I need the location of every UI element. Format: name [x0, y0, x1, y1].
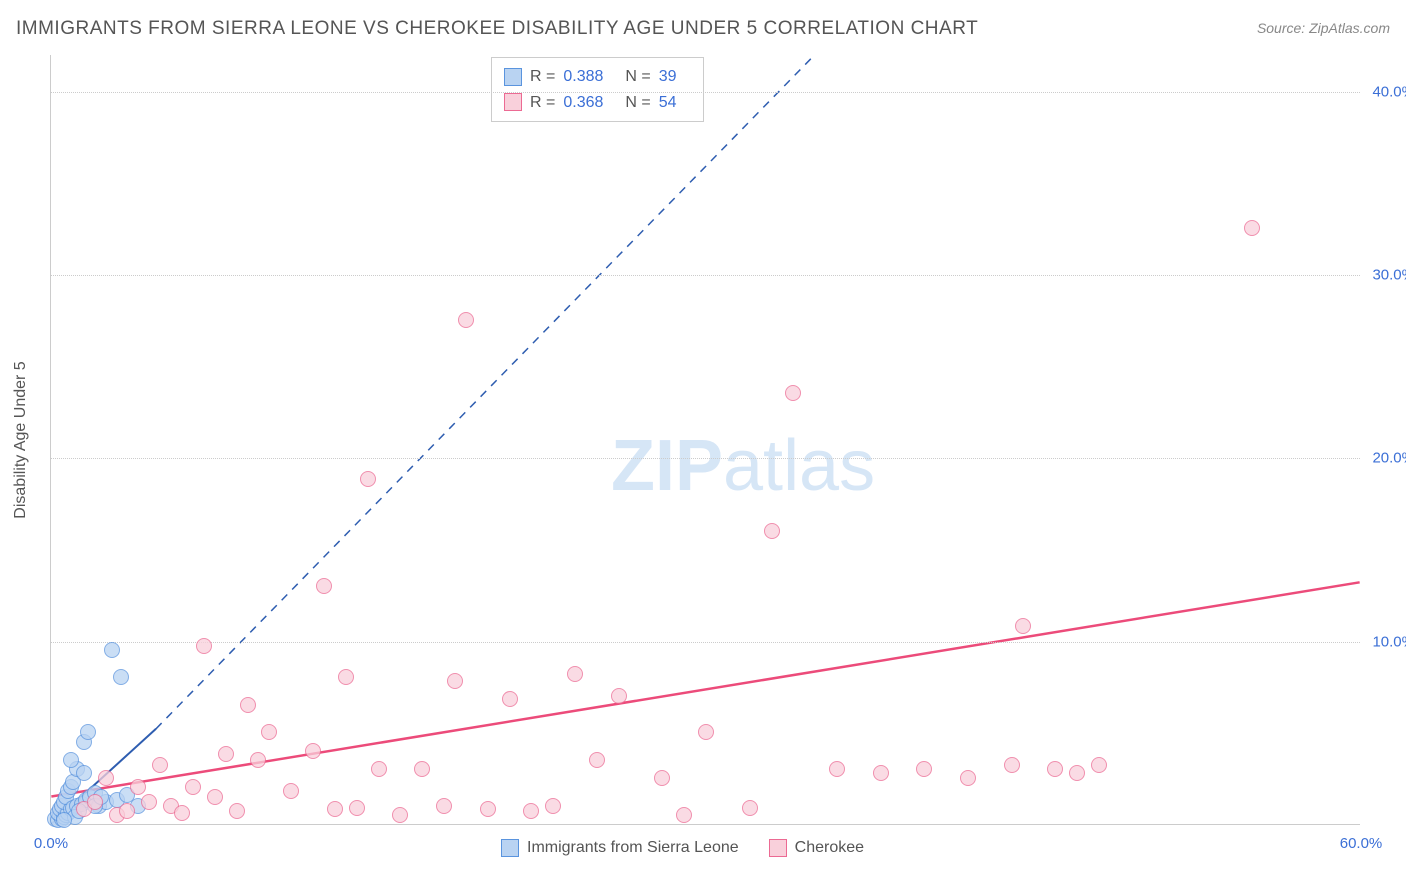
- scatter-point: [371, 761, 387, 777]
- scatter-point: [305, 743, 321, 759]
- watermark-thin: atlas: [723, 426, 875, 506]
- scatter-point: [174, 805, 190, 821]
- trend-line-dashed: [156, 55, 815, 729]
- scatter-point: [764, 523, 780, 539]
- legend-n-value: 54: [659, 90, 677, 116]
- scatter-point: [873, 765, 889, 781]
- scatter-point: [104, 642, 120, 658]
- y-tick-label: 40.0%: [1365, 83, 1406, 100]
- scatter-point: [229, 803, 245, 819]
- scatter-point: [185, 779, 201, 795]
- gridline-h: [51, 275, 1360, 276]
- x-tick-label: 0.0%: [34, 835, 68, 852]
- scatter-point: [1004, 757, 1020, 773]
- scatter-point: [316, 578, 332, 594]
- scatter-point: [250, 752, 266, 768]
- trend-line: [51, 582, 1359, 796]
- scatter-point: [113, 669, 129, 685]
- watermark: ZIPatlas: [611, 425, 875, 507]
- legend-stats-row: R = 0.368 N = 54: [504, 90, 691, 116]
- legend-swatch: [504, 68, 522, 86]
- scatter-point: [654, 770, 670, 786]
- legend-item: Cherokee: [769, 839, 864, 857]
- scatter-point: [458, 312, 474, 328]
- scatter-point: [360, 471, 376, 487]
- scatter-point: [1091, 757, 1107, 773]
- scatter-point: [436, 798, 452, 814]
- scatter-point: [545, 798, 561, 814]
- legend-swatch: [769, 839, 787, 857]
- watermark-bold: ZIP: [611, 426, 723, 506]
- scatter-point: [785, 385, 801, 401]
- legend-swatch: [501, 839, 519, 857]
- scatter-point: [76, 765, 92, 781]
- gridline-h: [51, 458, 1360, 459]
- gridline-h: [51, 92, 1360, 93]
- scatter-point: [283, 783, 299, 799]
- scatter-point: [338, 669, 354, 685]
- scatter-point: [152, 757, 168, 773]
- scatter-point: [480, 801, 496, 817]
- scatter-point: [1047, 761, 1063, 777]
- scatter-point: [447, 673, 463, 689]
- legend-r-label: R =: [530, 90, 555, 116]
- scatter-point: [207, 789, 223, 805]
- scatter-point: [98, 770, 114, 786]
- scatter-point: [611, 688, 627, 704]
- scatter-point: [56, 812, 72, 828]
- x-tick-label: 60.0%: [1340, 835, 1383, 852]
- scatter-point: [261, 724, 277, 740]
- scatter-point: [87, 794, 103, 810]
- legend-swatch: [504, 93, 522, 111]
- scatter-point: [523, 803, 539, 819]
- scatter-point: [1069, 765, 1085, 781]
- scatter-point: [80, 724, 96, 740]
- legend-label: Immigrants from Sierra Leone: [527, 839, 739, 857]
- scatter-point: [502, 691, 518, 707]
- plot-area: ZIPatlas R =0.388N =39R =0.368N =54 Immi…: [50, 55, 1360, 825]
- y-tick-label: 10.0%: [1365, 633, 1406, 650]
- scatter-point: [414, 761, 430, 777]
- scatter-point: [676, 807, 692, 823]
- scatter-point: [349, 800, 365, 816]
- scatter-point: [218, 746, 234, 762]
- legend-n-value: 39: [659, 64, 677, 90]
- scatter-point: [327, 801, 343, 817]
- scatter-point: [119, 803, 135, 819]
- scatter-point: [916, 761, 932, 777]
- scatter-point: [829, 761, 845, 777]
- scatter-point: [1015, 618, 1031, 634]
- legend-n-label: N =: [625, 64, 650, 90]
- legend-n-label: N =: [625, 90, 650, 116]
- scatter-point: [1244, 220, 1260, 236]
- scatter-point: [392, 807, 408, 823]
- legend-item: Immigrants from Sierra Leone: [501, 839, 739, 857]
- scatter-point: [742, 800, 758, 816]
- legend-r-value: 0.368: [563, 90, 603, 116]
- scatter-point: [130, 779, 146, 795]
- scatter-point: [567, 666, 583, 682]
- scatter-point: [141, 794, 157, 810]
- legend-r-value: 0.388: [563, 64, 603, 90]
- source-label: Source: ZipAtlas.com: [1257, 20, 1390, 36]
- scatter-point: [960, 770, 976, 786]
- scatter-point: [196, 638, 212, 654]
- scatter-point: [589, 752, 605, 768]
- scatter-point: [63, 752, 79, 768]
- y-tick-label: 30.0%: [1365, 267, 1406, 284]
- legend-label: Cherokee: [795, 839, 864, 857]
- legend-stats-box: R = 0.388 N = 39 R = 0.368 N = 54: [491, 57, 704, 122]
- scatter-point: [240, 697, 256, 713]
- legend-r-label: R =: [530, 64, 555, 90]
- scatter-point: [698, 724, 714, 740]
- legend-bottom: Immigrants from Sierra Leone Cherokee: [501, 839, 864, 857]
- gridline-h: [51, 642, 1360, 643]
- y-axis-label: Disability Age Under 5: [12, 361, 30, 518]
- legend-stats-row: R = 0.388 N = 39: [504, 64, 691, 90]
- chart-title: IMMIGRANTS FROM SIERRA LEONE VS CHEROKEE…: [16, 18, 978, 40]
- y-tick-label: 20.0%: [1365, 450, 1406, 467]
